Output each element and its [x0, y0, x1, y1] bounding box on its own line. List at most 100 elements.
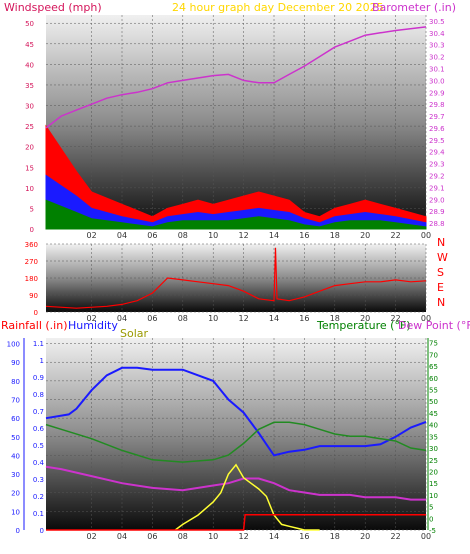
y-left-tick-label: 10	[25, 185, 34, 193]
x-tick-label: 08	[178, 231, 188, 240]
x-tick-label: 00	[421, 532, 431, 541]
x-tick-label: 22	[391, 532, 401, 541]
series-dewpoint	[45, 465, 426, 501]
y-right-tick-label: 29.8	[429, 101, 445, 109]
y-temperature-tick-label: 15	[429, 480, 438, 488]
series-humidity	[45, 366, 427, 457]
y-tick-label: 360	[25, 241, 38, 249]
y-right-tick-label: 30.0	[429, 77, 445, 85]
windspeed-axis-label: Windspeed (mph)	[4, 1, 102, 14]
compass-label: N	[437, 236, 445, 249]
x-tick-label: 12	[239, 231, 249, 240]
y-rainfall-tick-label: 0.1	[33, 510, 44, 518]
x-tick-label: 06	[147, 231, 157, 240]
y-right-tick-label: 29.1	[429, 184, 445, 192]
x-tick-label: 18	[330, 231, 340, 240]
x-tick-label: 20	[360, 314, 370, 323]
chart-title: 24 hour graph day December 20 2025	[172, 1, 384, 14]
x-tick-label: 02	[87, 314, 97, 323]
x-tick-label: 18	[330, 532, 340, 541]
compass-label: W	[437, 251, 448, 264]
series-temperature	[45, 421, 427, 463]
y-humidity-tick-label: 40	[11, 452, 20, 460]
x-tick-label: 12	[239, 314, 249, 323]
y-left-tick-label: 0	[30, 226, 34, 234]
y-left-tick-label: 25	[25, 123, 34, 131]
y-humidity-tick-label: 10	[11, 508, 20, 516]
y-right-tick-label: 29.9	[429, 89, 445, 97]
y-left-tick-label: 50	[25, 20, 34, 28]
x-tick-label: 04	[117, 231, 127, 240]
y-tick-label: 270	[25, 258, 38, 266]
compass-label: E	[437, 281, 444, 294]
y-rainfall-tick-label: 0.9	[33, 374, 44, 382]
x-tick-label: 12	[239, 532, 249, 541]
x-tick-label: 14	[269, 231, 279, 240]
y-temperature-tick-label: 50	[429, 398, 438, 406]
y-rainfall-tick-label: 0.8	[33, 391, 44, 399]
y-humidity-tick-label: 80	[11, 378, 20, 386]
x-tick-label: 22	[391, 314, 401, 323]
y-humidity-tick-label: 90	[11, 359, 20, 367]
y-temperature-tick-label: 70	[429, 351, 438, 359]
humidity-axis-label: Humidity	[68, 319, 118, 332]
x-tick-label: 02	[87, 231, 97, 240]
y-left-tick-label: 5	[30, 205, 34, 213]
y-right-tick-label: 29.6	[429, 125, 445, 133]
y-right-tick-label: 28.9	[429, 208, 445, 216]
y-temperature-tick-label: 10	[429, 492, 438, 500]
x-tick-label: 10	[208, 532, 218, 541]
humidity-grid	[46, 338, 427, 531]
y-left-tick-label: 35	[25, 82, 34, 90]
y-right-tick-label: 30.1	[429, 66, 445, 74]
x-tick-label: 14	[269, 532, 279, 541]
x-tick-label: 02	[87, 532, 97, 541]
y-temperature-tick-label: 35	[429, 433, 438, 441]
y-temperature-tick-label: 20	[429, 468, 438, 476]
x-tick-label: 06	[147, 314, 157, 323]
y-right-tick-label: 29.5	[429, 137, 445, 145]
y-humidity-tick-label: 60	[11, 415, 20, 423]
series-solar	[174, 463, 320, 531]
x-tick-label: 00	[421, 231, 431, 240]
y-right-tick-label: 29.3	[429, 161, 445, 169]
y-temperature-tick-label: 65	[429, 363, 438, 371]
windspeed-plot-area	[46, 15, 426, 229]
y-temperature-tick-label: -5	[429, 527, 436, 535]
y-rainfall-tick-label: 0	[40, 527, 44, 535]
y-rainfall-tick-label: 0.2	[33, 493, 44, 501]
windspeed-ticks: 02 04 06 08 10 12 14 16 18 20 22 000510152025303540…	[25, 18, 445, 240]
series-barometer	[45, 26, 427, 129]
series-direction	[45, 247, 427, 309]
y-left-tick-label: 40	[25, 61, 34, 69]
humidity-series	[45, 366, 427, 531]
y-humidity-tick-label: 100	[7, 341, 20, 349]
y-right-tick-label: 29.7	[429, 113, 445, 121]
solar-axis-label: Solar	[120, 327, 149, 340]
x-tick-label: 14	[269, 314, 279, 323]
x-tick-label: 22	[391, 231, 401, 240]
x-tick-label: 08	[178, 532, 188, 541]
x-tick-label: 18	[330, 314, 340, 323]
x-tick-label: 04	[117, 532, 127, 541]
y-right-tick-label: 29.2	[429, 173, 445, 181]
windspeed-series	[45, 26, 427, 230]
y-temperature-tick-label: 25	[429, 457, 438, 465]
compass-label: N	[437, 296, 445, 309]
y-humidity-tick-label: 70	[11, 397, 20, 405]
x-tick-label: 08	[178, 314, 188, 323]
y-temperature-tick-label: 0	[429, 515, 433, 523]
y-right-tick-label: 29.0	[429, 196, 445, 204]
temperature-axis-label: Temperature (°F)	[316, 319, 411, 332]
y-right-tick-label: 28.8	[429, 220, 445, 228]
y-right-tick-label: 29.4	[429, 149, 445, 157]
x-tick-label: 04	[117, 314, 127, 323]
y-left-tick-label: 20	[25, 144, 34, 152]
compass-label: S	[437, 266, 444, 279]
y-rainfall-tick-label: 1.1	[33, 340, 44, 348]
direction-series	[45, 247, 427, 309]
y-rainfall-tick-label: 0.6	[33, 425, 45, 433]
